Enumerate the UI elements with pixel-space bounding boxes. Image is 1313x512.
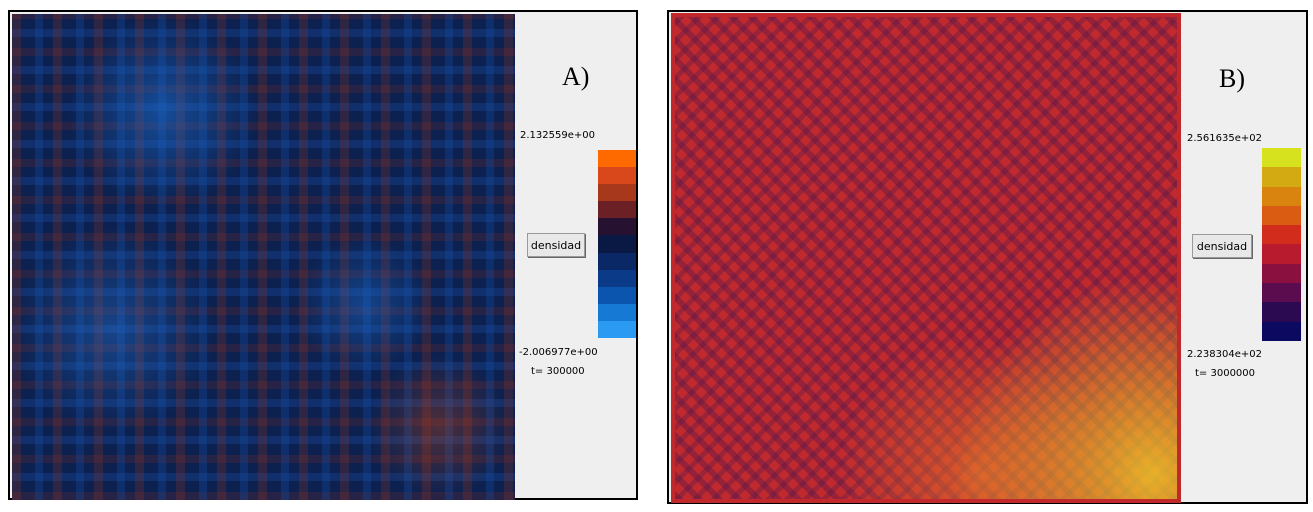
density-button[interactable]: densidad [527,233,585,257]
colorbar-swatch [598,150,636,168]
colorbar-swatch [1262,283,1301,303]
colorbar-swatch [1262,263,1301,284]
time-label: t= 3000000 [1195,368,1256,379]
colorbar-swatch [1262,302,1301,322]
colorbar-swatch [1262,244,1301,264]
colorbar-swatch [1262,148,1301,168]
colorbar-swatch [598,201,636,219]
panel-b: B) 2.561635e+02 densidad 2.238304e+02 t=… [667,10,1308,504]
colorbar-swatch [1262,186,1301,206]
panel-a: A) 2.132559e+00 densidad -2.006977e+00 t… [8,10,638,500]
scale-max: 2.561635e+02 [1187,133,1262,144]
colorbar-swatch [598,269,636,287]
density-button[interactable]: densidad [1192,234,1252,258]
scale-min: -2.006977e+00 [519,347,598,358]
panel-label: B) [1219,64,1245,93]
colorbar-swatch [1262,205,1301,226]
heatmap [12,14,515,500]
colorbar-swatch [598,184,636,202]
colorbar-swatch [598,167,636,185]
scale-min: 2.238304e+02 [1187,349,1262,360]
colorbar-swatch [1262,225,1301,245]
colorbar-swatch [598,252,636,270]
colorbar-swatch [598,320,636,339]
colorbar-swatch [598,303,636,321]
colorbar-swatch [1262,167,1301,187]
panel-label: A) [562,62,590,91]
colorbar-swatch [598,286,636,304]
scale-max: 2.132559e+00 [520,130,595,141]
colorbar [598,150,636,339]
colorbar [1262,148,1301,341]
time-label: t= 300000 [531,366,585,377]
colorbar-swatch [1262,321,1301,341]
heatmap [671,13,1181,503]
colorbar-swatch [598,235,636,253]
colorbar-swatch [598,218,636,236]
